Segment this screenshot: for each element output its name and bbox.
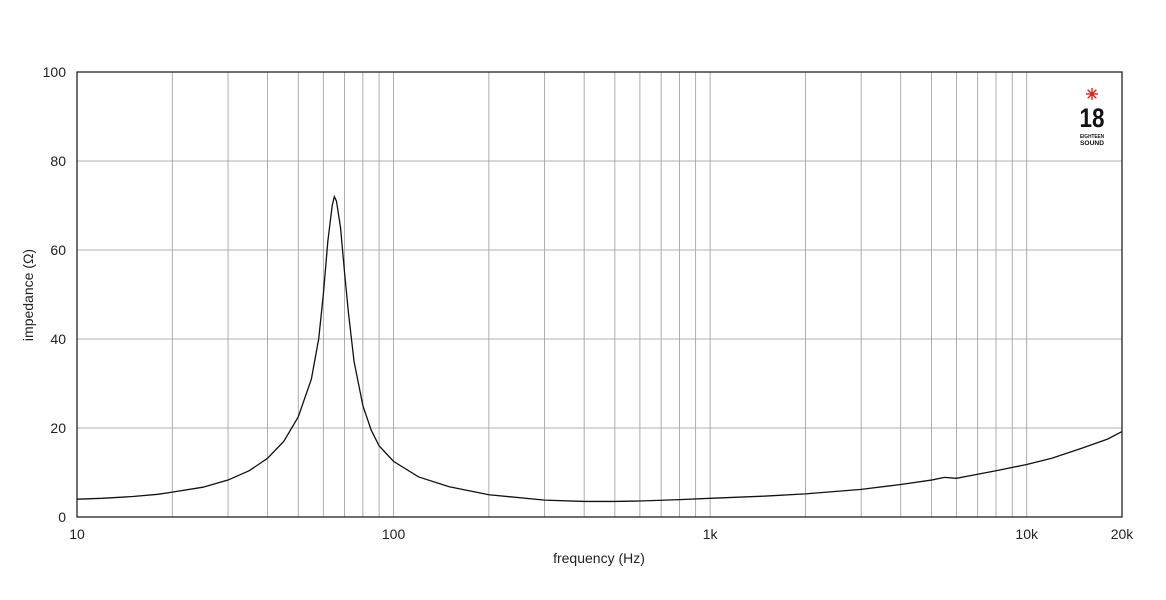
star-icon (1086, 88, 1098, 100)
x-tick-label: 10 (69, 526, 85, 542)
x-tick-label: 20k (1111, 526, 1135, 542)
logo-line2: SOUND (1080, 141, 1105, 147)
logo-digits: 18 (1080, 103, 1105, 133)
logo-line1: EIGHTEEN (1080, 134, 1104, 140)
x-tick-label: 10k (1015, 526, 1039, 542)
y-tick-label: 40 (50, 331, 66, 347)
x-tick-label: 100 (382, 526, 406, 542)
x-axis-title: frequency (Hz) (553, 550, 645, 566)
y-tick-label: 20 (50, 420, 66, 436)
y-axis-title: impedance (Ω) (20, 249, 36, 341)
star-center (1090, 92, 1094, 96)
y-tick-label: 100 (43, 64, 67, 80)
y-tick-label: 60 (50, 242, 66, 258)
x-tick-label: 1k (703, 526, 719, 542)
grid (77, 72, 1122, 517)
brand-logo: 18 EIGHTEEN SOUND (1080, 88, 1105, 147)
impedance-curve (76, 194, 1123, 503)
series (76, 194, 1123, 503)
y-tick-label: 0 (58, 509, 66, 525)
x-tick-labels: 10 100 1k 10k 20k (69, 526, 1134, 542)
plot-frame (76, 71, 1123, 518)
y-tick-label: 80 (50, 153, 66, 169)
y-tick-labels: 0 20 40 60 80 100 (43, 64, 67, 525)
